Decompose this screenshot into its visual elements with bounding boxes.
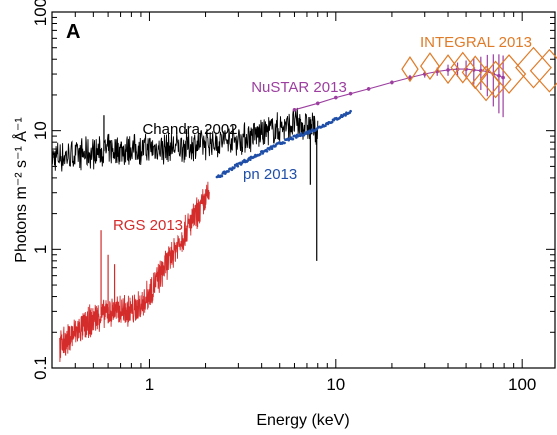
y-axis-title: Photons m⁻² s⁻¹ Å⁻¹ <box>11 117 30 262</box>
panel-label: A <box>66 21 80 43</box>
series-nustar-2013: NuSTAR 2013 <box>251 54 505 118</box>
data-point <box>233 166 236 169</box>
diamond-marker <box>479 60 512 99</box>
y-tick-label: 1 <box>31 245 50 254</box>
x-axis-title: Energy (keV) <box>256 412 349 429</box>
series-label-rgs-2013: RGS 2013 <box>113 217 183 234</box>
data-point <box>344 114 347 117</box>
data-point <box>230 168 234 172</box>
data-point <box>249 158 252 161</box>
data-point <box>227 170 230 173</box>
data-point <box>310 130 313 134</box>
x-tick-label: 1 <box>145 375 154 394</box>
data-point <box>283 141 286 145</box>
x-tick-label: 10 <box>326 375 345 394</box>
series-label-pn-2013: pn 2013 <box>243 166 297 183</box>
data-point <box>270 147 274 150</box>
data-point <box>291 137 295 141</box>
y-tick-label: 100 <box>31 0 50 26</box>
series-rgs-2013: RGS 2013 <box>59 181 210 363</box>
x-tick-label: 100 <box>508 375 536 394</box>
series-line <box>59 181 210 363</box>
data-point <box>259 152 262 156</box>
diamond-marker <box>529 48 557 93</box>
y-tick-label: 10 <box>31 121 50 140</box>
series-line <box>51 107 319 172</box>
series-label-nustar-2013: NuSTAR 2013 <box>251 79 347 96</box>
diamond-marker <box>491 54 527 94</box>
series-layer: Chandra 2002 pn 2013 RGS 2013 NuSTAR 2013 IN… <box>51 34 557 363</box>
data-point <box>236 164 240 168</box>
plot-frame <box>51 11 556 369</box>
diamond-marker <box>401 56 419 83</box>
series-chandra-2002: Chandra 2002 <box>51 107 319 261</box>
diamond-marker <box>436 54 460 85</box>
axis-ticks <box>51 12 555 369</box>
series-label-integral-2013: INTEGRAL 2013 <box>420 34 532 51</box>
data-point <box>330 120 334 124</box>
y-tick-label: 0.1 <box>31 356 50 380</box>
diamond-marker <box>515 46 552 89</box>
diamond-marker <box>461 55 489 90</box>
series-label-chandra-2002: Chandra 2002 <box>142 121 237 138</box>
data-point <box>292 107 297 112</box>
data-point <box>349 109 352 113</box>
diamond-marker <box>450 51 476 84</box>
series-pn-2013: pn 2013 <box>215 109 352 183</box>
diamond-marker <box>420 52 440 81</box>
tick-labels: 1 10 100 0.1 1 10 100 <box>31 0 536 394</box>
data-point <box>265 150 269 153</box>
series-integral-2013: INTEGRAL 2013 <box>401 34 557 102</box>
data-point <box>220 174 224 178</box>
data-point <box>324 124 327 127</box>
